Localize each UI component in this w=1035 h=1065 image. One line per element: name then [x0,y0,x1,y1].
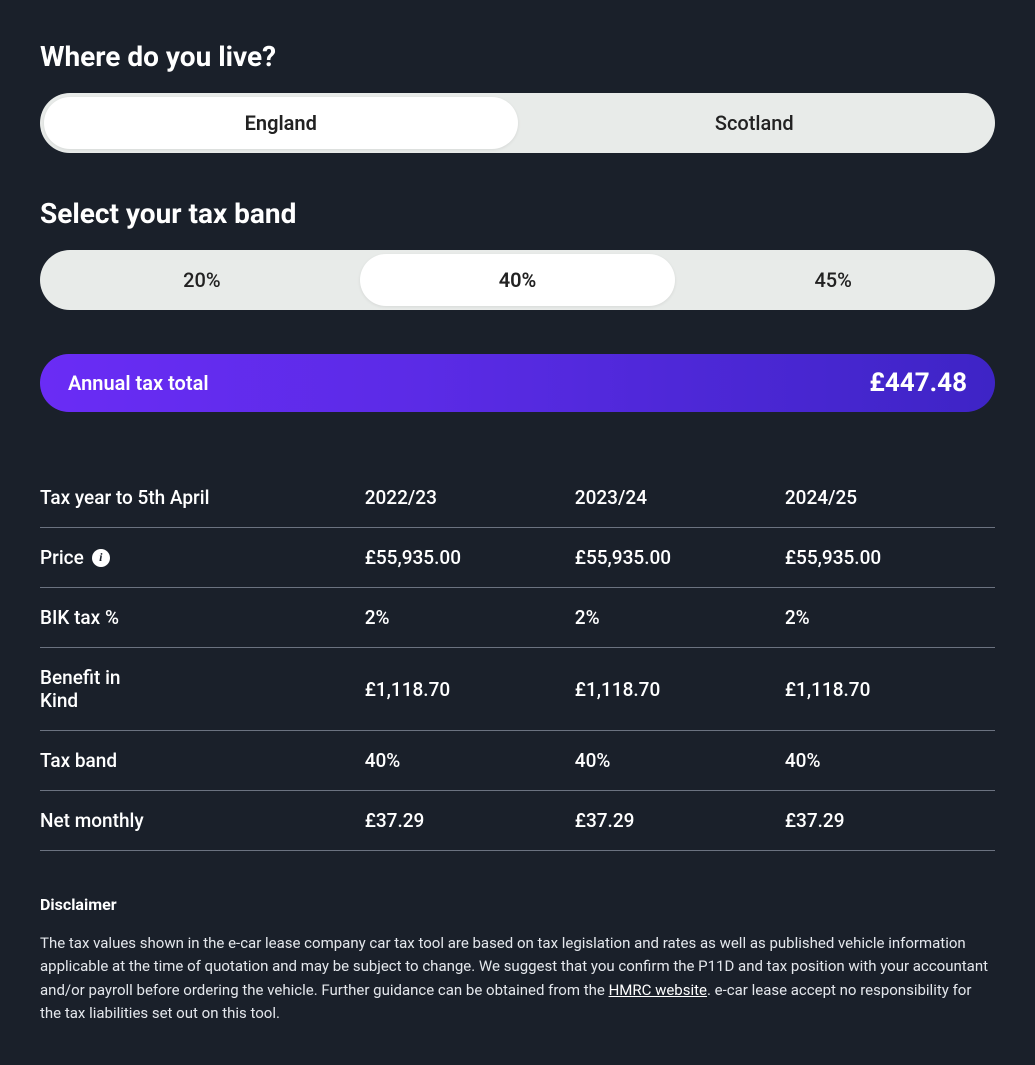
row-value: £1,118.70 [785,648,995,731]
info-icon[interactable]: i [92,549,110,567]
row-value: 2% [575,588,785,648]
tax-band-option-45[interactable]: 45% [675,254,991,306]
table-row: Pricei£55,935.00£55,935.00£55,935.00 [40,528,995,588]
row-label: Price [40,546,84,569]
tax-band-segmented: 20%40%45% [40,250,995,310]
row-value: £55,935.00 [785,528,995,588]
row-value: £55,935.00 [575,528,785,588]
row-value: 40% [365,731,575,791]
row-value: £1,118.70 [575,648,785,731]
row-value: 2% [365,588,575,648]
row-value: 40% [575,731,785,791]
table-header-year-0: 2022/23 [365,468,575,528]
row-value: 40% [785,731,995,791]
row-label: BIK tax % [40,606,119,629]
location-heading: Where do you live? [40,40,995,73]
row-label: Net monthly [40,809,144,832]
row-label: Benefit in Kind [40,666,150,712]
tax-table: Tax year to 5th April2022/232023/242024/… [40,468,995,851]
tax-band-heading: Select your tax band [40,197,995,230]
table-header-year-2: 2024/25 [785,468,995,528]
row-value: £1,118.70 [365,648,575,731]
table-row: Tax band40%40%40% [40,731,995,791]
table-row: BIK tax %2%2%2% [40,588,995,648]
row-value: £37.29 [365,791,575,851]
table-header-label: Tax year to 5th April [40,468,365,528]
tax-band-option-20[interactable]: 20% [44,254,360,306]
disclaimer-section: Disclaimer The tax values shown in the e… [40,895,995,1025]
disclaimer-text: The tax values shown in the e-car lease … [40,932,995,1025]
row-label: Tax band [40,749,117,772]
table-row: Net monthly£37.29£37.29£37.29 [40,791,995,851]
annual-total-value: £447.48 [869,368,967,398]
row-value: 2% [785,588,995,648]
table-header-year-1: 2023/24 [575,468,785,528]
location-segmented: EnglandScotland [40,93,995,153]
hmrc-link[interactable]: HMRC website [609,981,707,999]
tax-band-option-40[interactable]: 40% [360,254,676,306]
row-value: £55,935.00 [365,528,575,588]
disclaimer-heading: Disclaimer [40,895,995,914]
row-value: £37.29 [575,791,785,851]
location-option-scotland[interactable]: Scotland [518,97,992,149]
table-row: Benefit in Kind£1,118.70£1,118.70£1,118.… [40,648,995,731]
location-option-england[interactable]: England [44,97,518,149]
row-value: £37.29 [785,791,995,851]
annual-total-pill: Annual tax total £447.48 [40,354,995,412]
annual-total-label: Annual tax total [68,371,209,395]
